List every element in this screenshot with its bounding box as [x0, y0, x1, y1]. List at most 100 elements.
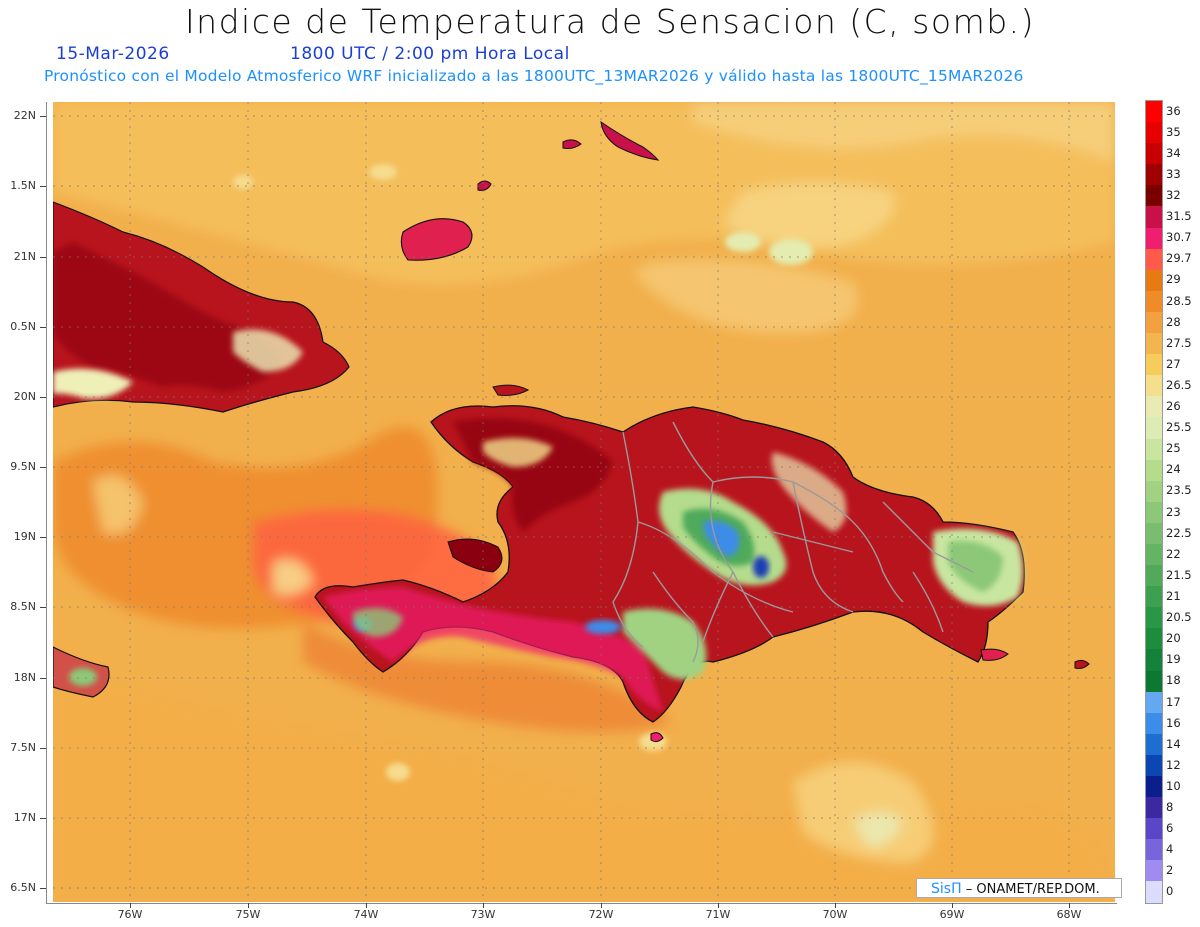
colorbar-swatch — [1146, 691, 1162, 713]
x-label: 73W — [470, 908, 496, 921]
great-inagua-island — [400, 218, 473, 261]
x-label: 76W — [117, 908, 143, 921]
colorbar-label: 27.5 — [1166, 335, 1192, 350]
gonave-island — [447, 538, 503, 573]
colorbar-swatch — [1146, 311, 1162, 334]
colorbar-label: 32 — [1166, 187, 1181, 202]
colorbar-swatch — [1146, 607, 1162, 629]
colorbar-swatch — [1146, 839, 1162, 861]
colorbar-label: 27 — [1166, 356, 1181, 371]
sea-field-patches — [53, 102, 1115, 902]
model-description: Pronóstico con el Modelo Atmosferico WRF… — [44, 67, 1024, 85]
x-label: 71W — [705, 908, 731, 921]
colorbar-swatch — [1146, 417, 1162, 439]
colorbar-label: 22.5 — [1166, 525, 1192, 540]
colorbar-swatch — [1146, 797, 1162, 819]
colorbar-swatch — [1146, 206, 1162, 228]
island-small-1 — [477, 180, 492, 191]
colorbar-swatch — [1146, 712, 1162, 734]
colorbar-swatch — [1146, 522, 1162, 544]
hispaniola-landmass — [314, 405, 1025, 723]
colorbar-label: 22 — [1166, 546, 1181, 561]
y-label: 6.5N — [10, 881, 36, 894]
colorbar-swatch — [1146, 670, 1162, 692]
colorbar-label: 25 — [1166, 441, 1181, 456]
colorbar-label: 20 — [1166, 631, 1181, 646]
colorbar-label: 18 — [1166, 673, 1181, 688]
colorbar-swatch — [1146, 501, 1162, 523]
credit-text: – ONAMET/REP.DOM. — [961, 882, 1100, 897]
colorbar-swatch — [1146, 143, 1162, 165]
colorbar-swatch — [1146, 227, 1162, 249]
colorbar-label: 14 — [1166, 736, 1181, 751]
cuba-landmass — [53, 201, 350, 413]
colorbar-swatch — [1146, 459, 1162, 481]
tortuga-island — [492, 384, 530, 396]
colorbar-label: 8 — [1166, 800, 1174, 815]
y-label: 9.5N — [10, 460, 36, 473]
y-label: 7.5N — [10, 741, 36, 754]
x-label: 70W — [822, 908, 848, 921]
colorbar-swatch — [1146, 733, 1162, 755]
map-title: Indice de Temperatura de Sensacion (C, s… — [184, 2, 1036, 41]
colorbar-label: 34 — [1166, 145, 1181, 160]
colorbar-label: 23 — [1166, 504, 1181, 519]
colorbar-label: 23.5 — [1166, 483, 1192, 498]
colorbar-label: 21.5 — [1166, 567, 1192, 582]
x-label: 68W — [1056, 908, 1082, 921]
colorbar-swatch — [1146, 164, 1162, 186]
colorbar-label: 29.7 — [1166, 251, 1192, 266]
colorbar-swatch — [1146, 248, 1162, 270]
colorbar-swatch — [1146, 333, 1162, 355]
y-label: 0.5N — [10, 320, 36, 333]
colorbar-swatch — [1146, 290, 1162, 312]
colorbar-swatch — [1146, 628, 1162, 650]
y-label: 22N — [13, 109, 36, 122]
x-label: 74W — [353, 908, 379, 921]
colorbar-label: 26 — [1166, 399, 1181, 414]
colorbar-label: 29 — [1166, 272, 1181, 287]
colorbar-swatch — [1146, 269, 1162, 291]
x-label: 75W — [235, 908, 261, 921]
colorbar-swatch — [1146, 101, 1162, 123]
y-label: 18N — [13, 671, 36, 684]
colorbar-swatch — [1146, 543, 1162, 566]
y-label: 21N — [13, 250, 36, 263]
colorbar-label: 6 — [1166, 821, 1174, 836]
colorbar — [1145, 100, 1163, 904]
colorbar-label: 31.5 — [1166, 209, 1192, 224]
colorbar-label: 4 — [1166, 842, 1174, 857]
colorbar-label: 20.5 — [1166, 610, 1192, 625]
colorbar-label: 30.7 — [1166, 230, 1192, 245]
colorbar-label: 36 — [1166, 103, 1181, 118]
colorbar-label: 2 — [1166, 863, 1174, 878]
credit-box: SisΠ – ONAMET/REP.DOM. — [916, 878, 1122, 898]
sispi-logo: SisΠ — [931, 881, 962, 897]
colorbar-swatch — [1146, 375, 1162, 397]
colorbar-swatch — [1146, 860, 1162, 882]
colorbar-swatch — [1146, 438, 1162, 460]
beata-island — [650, 732, 664, 743]
y-label: 8.5N — [10, 600, 36, 613]
mona-island — [1074, 659, 1090, 669]
forecast-time: 1800 UTC / 2:00 pm Hora Local — [290, 44, 570, 64]
colorbar-label: 10 — [1166, 778, 1181, 793]
y-label: 19N — [13, 530, 36, 543]
island-small-2 — [562, 139, 582, 149]
colorbar-swatch — [1146, 881, 1162, 903]
colorbar-label: 25.5 — [1166, 420, 1192, 435]
colorbar-label: 28.5 — [1166, 293, 1192, 308]
colorbar-swatch — [1146, 754, 1162, 776]
colorbar-label: 0 — [1166, 884, 1174, 899]
colorbar-swatch — [1146, 185, 1162, 207]
heat-index-map — [53, 102, 1115, 902]
colorbar-label: 26.5 — [1166, 377, 1192, 392]
colorbar-swatch — [1146, 565, 1162, 587]
y-label: 1.5N — [10, 179, 36, 192]
colorbar-label: 17 — [1166, 694, 1181, 709]
colorbar-label: 16 — [1166, 715, 1181, 730]
y-label: 20N — [13, 390, 36, 403]
forecast-date: 15-Mar-2026 — [56, 44, 170, 64]
graticule — [53, 102, 1115, 902]
colorbar-swatch — [1146, 818, 1162, 840]
